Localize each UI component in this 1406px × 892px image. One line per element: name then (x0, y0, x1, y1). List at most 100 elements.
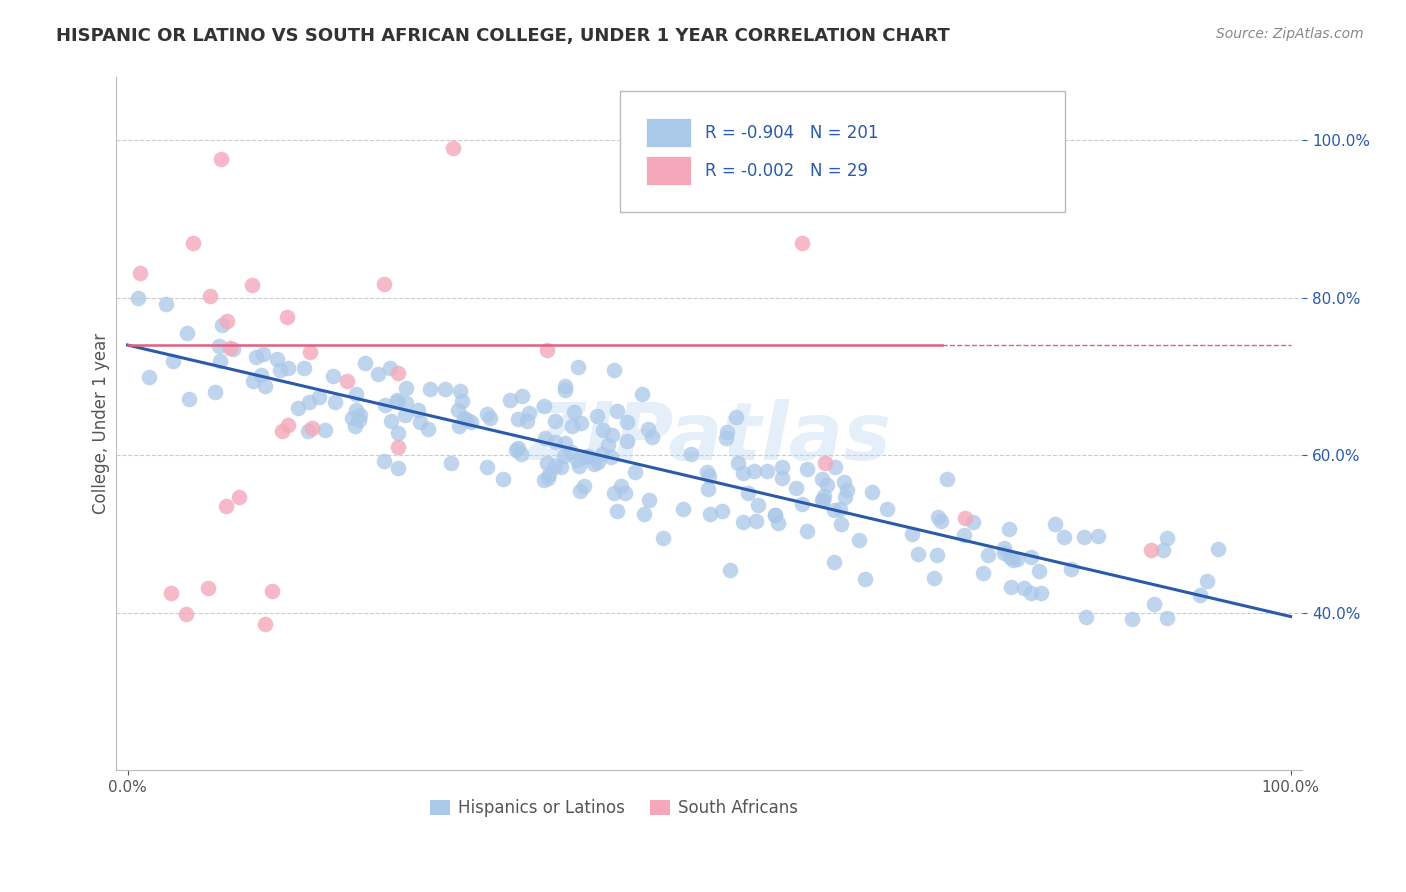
Point (574, 450, 596, 465)
Point (544, 414, 567, 428)
Point (962, 516, 984, 530)
Point (591, 447, 613, 461)
Point (731, 466, 754, 480)
Point (533, 473, 555, 487)
Point (550, 459, 572, 474)
Point (475, 407, 498, 421)
Point (927, 509, 949, 524)
Point (603, 485, 626, 500)
Point (1005, 552, 1028, 566)
Point (204, 384, 226, 399)
Point (998, 522, 1021, 536)
Point (927, 548, 949, 562)
Point (785, 481, 807, 495)
Point (553, 449, 575, 463)
Point (697, 469, 720, 483)
Point (416, 422, 439, 436)
Point (1028, 564, 1050, 578)
Bar (647, 119, 692, 147)
Point (600, 427, 623, 442)
Point (630, 387, 652, 401)
Point (554, 379, 576, 393)
Point (177, 392, 200, 406)
Point (215, 314, 238, 328)
Point (824, 459, 846, 474)
Point (367, 367, 389, 381)
Point (373, 453, 395, 467)
Point (727, 456, 749, 470)
Point (616, 416, 638, 430)
Point (260, 583, 283, 598)
Point (876, 502, 898, 516)
Point (953, 511, 976, 525)
Point (277, 418, 299, 433)
Point (641, 430, 664, 444)
Point (624, 465, 647, 479)
Point (638, 492, 661, 507)
Point (796, 462, 818, 476)
Point (479, 411, 502, 425)
Point (561, 418, 583, 433)
Point (901, 527, 924, 541)
Point (506, 412, 529, 426)
Point (610, 479, 633, 493)
Point (517, 406, 540, 420)
Point (613, 486, 636, 500)
Point (922, 571, 945, 585)
Point (1073, 530, 1095, 544)
Point (516, 414, 538, 428)
Point (322, 368, 344, 383)
Point (763, 508, 786, 522)
Point (387, 461, 409, 475)
Point (811, 472, 834, 486)
Point (211, 152, 233, 166)
Point (456, 413, 478, 427)
Point (138, 369, 160, 384)
Point (208, 338, 231, 352)
Point (815, 478, 838, 492)
Point (211, 318, 233, 333)
Point (569, 416, 592, 430)
Point (373, 277, 395, 292)
Point (344, 419, 367, 434)
Point (860, 485, 883, 500)
Point (1152, 542, 1174, 557)
Point (197, 581, 219, 595)
Point (592, 423, 614, 437)
Point (543, 435, 565, 450)
Point (790, 235, 813, 250)
Point (1156, 611, 1178, 625)
Point (830, 502, 852, 516)
Point (1019, 549, 1042, 564)
Point (993, 541, 1015, 555)
Point (737, 486, 759, 500)
Point (460, 415, 482, 429)
Point (536, 456, 558, 470)
Point (354, 355, 377, 369)
Point (228, 491, 250, 505)
Point (745, 514, 768, 528)
Point (395, 396, 418, 410)
Point (572, 478, 595, 492)
Point (433, 382, 456, 396)
Point (323, 394, 346, 409)
Point (714, 431, 737, 445)
Point (215, 499, 238, 513)
Point (567, 359, 589, 374)
Point (374, 398, 396, 412)
Point (394, 408, 416, 422)
Point (998, 549, 1021, 564)
Point (1189, 588, 1212, 602)
Point (1076, 610, 1098, 624)
Point (200, 289, 222, 303)
Point (492, 472, 515, 486)
Point (277, 361, 299, 376)
Point (972, 566, 994, 580)
Point (336, 374, 359, 388)
Point (297, 424, 319, 438)
Point (380, 414, 402, 428)
Point (853, 572, 876, 586)
Point (162, 353, 184, 368)
Point (679, 447, 702, 461)
Point (770, 471, 793, 485)
